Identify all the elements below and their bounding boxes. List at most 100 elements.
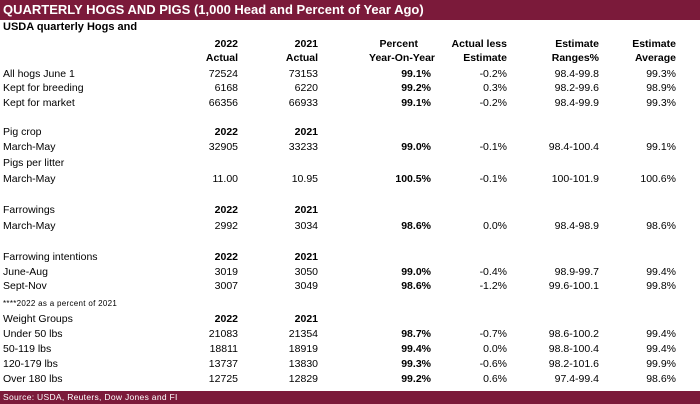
cell-c6: 99.4% (646, 328, 676, 340)
cell-c4: -0.2% (479, 68, 507, 80)
cell-c3: 99.0% (401, 266, 431, 278)
cell-c2: 2021 (294, 313, 318, 325)
cell-c2: 2021 (294, 126, 318, 138)
cell-c3: 100.5% (395, 173, 431, 185)
row-label: March-May (3, 220, 56, 232)
cell-c6: 99.3% (646, 68, 676, 80)
table-row: 120-179 lbs 13737 13830 99.3% -0.6% 98.2-101.… (0, 357, 700, 371)
cell-c3: 99.3% (401, 358, 431, 370)
row-label: Sept-Nov (3, 280, 47, 292)
cell-c4: 0.3% (483, 82, 507, 94)
cell-c1: 2022 (214, 313, 238, 325)
table-row: Sept-Nov 3007 3049 98.6% -1.2% 99.6-100.1 99.8… (0, 279, 700, 293)
cell-c1: 72524 (208, 68, 238, 80)
row-label: 50-119 lbs (3, 343, 52, 355)
cell-c5: 98.2-99.6 (554, 82, 599, 94)
cell-c6: 99.3% (646, 97, 676, 109)
cell-c6: 99.8% (646, 280, 676, 292)
cell-c6: 98.6% (646, 373, 676, 385)
cell-c1: 2992 (214, 220, 238, 232)
table-row: March-May 2992 3034 98.6% 0.0% 98.4-98.9 98.6% (0, 219, 700, 233)
cell-c4: -1.2% (479, 280, 507, 292)
cell-c1: 6168 (214, 82, 238, 94)
cell-c5: 98.4-99.8 (554, 68, 599, 80)
header-percent: Percent (379, 38, 418, 50)
cell-c1: 66356 (208, 97, 238, 109)
cell-c6: 100.6% (640, 173, 676, 185)
cell-c3: 99.1% (401, 68, 431, 80)
cell-c3: 99.1% (401, 97, 431, 109)
header-ranges: Ranges% (551, 52, 599, 64)
cell-c3: 99.2% (401, 373, 431, 385)
cell-c5: 100-101.9 (551, 173, 599, 185)
cell-c2: 73153 (288, 68, 318, 80)
cell-c1: 32905 (208, 141, 238, 153)
cell-c2: 3050 (294, 266, 318, 278)
row-label: Over 180 lbs (3, 373, 63, 385)
table-row: March-May 11.00 10.95 100.5% -0.1% 100-101.9 1… (0, 172, 700, 186)
cell-c4: -0.6% (479, 358, 507, 370)
cell-c4: -0.4% (479, 266, 507, 278)
cell-c6: 99.9% (646, 358, 676, 370)
header-estimate-3: Estimate (463, 52, 507, 64)
row-label: Under 50 lbs (3, 328, 63, 340)
cell-c2: 66933 (288, 97, 318, 109)
cell-c2: 6220 (294, 82, 318, 94)
row-label: All hogs June 1 (3, 68, 75, 80)
cell-c2: 3034 (294, 220, 318, 232)
cell-c4: -0.7% (479, 328, 507, 340)
table-row: March-May 32905 33233 99.0% -0.1% 98.4-100.4 9… (0, 140, 700, 154)
cell-c3: 98.6% (401, 220, 431, 232)
cell-c2: 33233 (288, 141, 318, 153)
row-label: June-Aug (3, 266, 48, 278)
row-label: March-May (3, 141, 56, 153)
header-estimate-2: Estimate (632, 38, 676, 50)
cell-c1: 2022 (214, 251, 238, 263)
cell-c4: -0.1% (479, 173, 507, 185)
source-note: Source: USDA, Reuters, Dow Jones and FI (0, 391, 700, 404)
header-row-1: 2022 2021 Percent Actual less Estimate E… (0, 37, 700, 51)
table-row: Weight Groups 2022 2021 (0, 312, 700, 326)
table-row: Farrowing intentions 2022 2021 (0, 250, 700, 264)
table-row: Pig crop 2022 2021 (0, 125, 700, 139)
header-actual-2: Actual (285, 52, 318, 64)
table-row: June-Aug 3019 3050 99.0% -0.4% 98.9-99.7 99.4% (0, 265, 700, 279)
table-row: Pigs per litter (0, 156, 700, 170)
cell-c1: 21083 (208, 328, 238, 340)
table-row: Under 50 lbs 21083 21354 98.7% -0.7% 98.6-100… (0, 327, 700, 341)
row-label: Pig crop (3, 126, 42, 138)
cell-c1: 2022 (214, 126, 238, 138)
cell-c2: 12829 (288, 373, 318, 385)
cell-c1: 2022 (214, 204, 238, 216)
cell-c5: 99.6-100.1 (548, 280, 599, 292)
table-row: Farrowings 2022 2021 (0, 203, 700, 217)
header-2021: 2021 (294, 38, 318, 50)
cell-c3: 99.4% (401, 343, 431, 355)
row-label: 120-179 lbs (3, 358, 58, 370)
cell-c5: 98.2-101.6 (548, 358, 599, 370)
cell-c3: 98.7% (401, 328, 431, 340)
cell-c1: 18811 (209, 343, 238, 355)
cell-c4: -0.1% (479, 141, 507, 153)
cell-c5: 98.9-99.7 (554, 266, 599, 278)
cell-c4: -0.2% (479, 97, 507, 109)
row-label: Kept for market (3, 97, 75, 109)
cell-c2: 21354 (288, 328, 318, 340)
table-row: Kept for market 66356 66933 99.1% -0.2% 98.4-… (0, 96, 700, 110)
table-row (0, 186, 700, 200)
table-subtitle: USDA quarterly Hogs and (3, 21, 138, 33)
cell-c2: 2021 (294, 251, 318, 263)
row-label: March-May (3, 173, 56, 185)
cell-c4: 0.0% (483, 343, 507, 355)
table-row: Over 180 lbs 12725 12829 99.2% 0.6% 97.4-99.4… (0, 372, 700, 386)
row-label: Farrowing intentions (3, 251, 98, 263)
cell-c1: 12725 (208, 373, 238, 385)
header-year-on-year: Year-On-Year (369, 52, 435, 64)
row-label: ****2022 as a percent of 2021 (3, 299, 118, 308)
cell-c1: 3019 (214, 266, 238, 278)
header-average: Average (634, 52, 676, 64)
cell-c6: 98.9% (646, 82, 676, 94)
cell-c5: 98.8-100.4 (548, 343, 599, 355)
header-estimate: Estimate (555, 38, 599, 50)
cell-c6: 99.4% (646, 266, 676, 278)
